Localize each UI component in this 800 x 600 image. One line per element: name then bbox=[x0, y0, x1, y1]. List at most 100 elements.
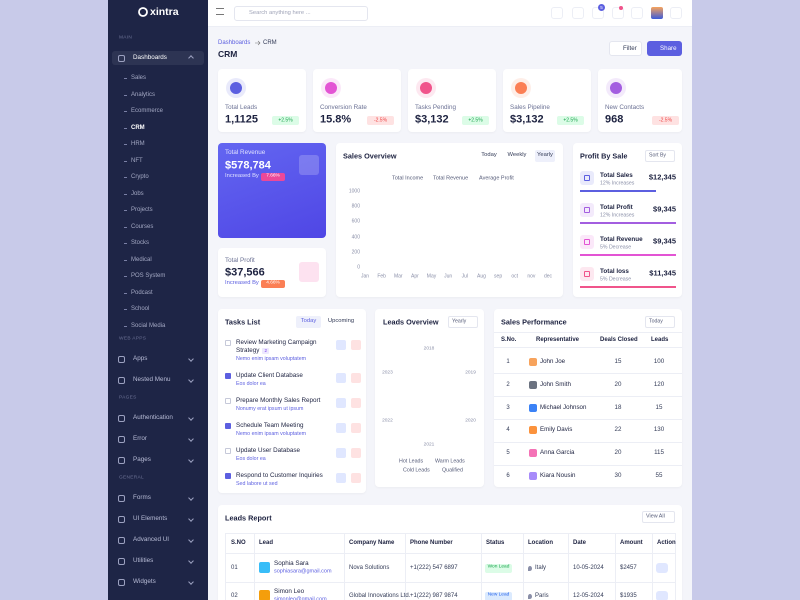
cell: Global Innovations Ltd. bbox=[349, 593, 411, 599]
sidebar-subitem[interactable]: POS System bbox=[131, 273, 166, 279]
badge bbox=[598, 4, 605, 11]
radar-axis-label: 2023 bbox=[382, 370, 393, 376]
checkbox[interactable] bbox=[225, 423, 231, 429]
checkbox[interactable] bbox=[225, 398, 231, 404]
checkbox[interactable] bbox=[225, 340, 231, 346]
sidebar-subitem[interactable]: Jobs bbox=[131, 190, 144, 197]
filter-button[interactable] bbox=[645, 316, 675, 328]
sidebar-item[interactable]: Pages bbox=[133, 455, 151, 463]
header-icon[interactable] bbox=[612, 7, 624, 19]
menu-toggle[interactable] bbox=[216, 8, 224, 15]
sidebar-subitem[interactable]: NFT bbox=[131, 157, 143, 164]
dash bbox=[124, 276, 127, 277]
sidebar-subitem[interactable]: Sales bbox=[131, 75, 147, 81]
revenue-card bbox=[218, 143, 326, 238]
item-bar bbox=[580, 286, 676, 288]
sidebar-item[interactable]: Forms bbox=[133, 493, 151, 501]
view-button[interactable] bbox=[656, 563, 668, 573]
breadcrumb[interactable]: Dashboards bbox=[218, 40, 251, 46]
search-box[interactable] bbox=[234, 6, 368, 21]
share-button[interactable] bbox=[647, 41, 682, 56]
sidebar-subitem[interactable]: Ecommerce bbox=[131, 108, 164, 114]
sidebar-subitem[interactable]: Social Media bbox=[131, 322, 166, 329]
sidebar-item[interactable]: UI Elements bbox=[133, 514, 168, 522]
sidebar-subitem[interactable]: Stocks bbox=[131, 240, 150, 246]
edit-button[interactable] bbox=[336, 373, 346, 383]
filter-button[interactable] bbox=[609, 41, 642, 56]
rep-avatar bbox=[529, 358, 537, 366]
edit-button[interactable] bbox=[336, 398, 346, 408]
sidebar-subitem[interactable]: Medical bbox=[131, 256, 152, 263]
task: Update User Database Eos dolor ea bbox=[236, 447, 332, 463]
sidebar-subitem[interactable]: School bbox=[131, 306, 150, 312]
delete-button[interactable] bbox=[351, 473, 361, 483]
checkbox[interactable] bbox=[225, 473, 231, 479]
sidebar-subitem[interactable]: Crypto bbox=[131, 174, 149, 180]
item-value: $11,345 bbox=[649, 268, 676, 278]
header-icon[interactable] bbox=[631, 7, 643, 19]
cell: Paris bbox=[535, 593, 549, 599]
edit-button[interactable] bbox=[336, 448, 346, 458]
task: Review Marketing Campaign Strategy 2 Nemo … bbox=[236, 339, 332, 363]
filter-button[interactable] bbox=[448, 316, 478, 328]
sidebar-subitem[interactable]: CRM bbox=[131, 124, 145, 131]
sidebar-item[interactable]: Nested Menu bbox=[133, 375, 171, 383]
header-icon[interactable] bbox=[551, 7, 563, 19]
sidebar-subitem[interactable]: Courses bbox=[131, 223, 154, 230]
edit-button[interactable] bbox=[336, 473, 346, 483]
sidebar-section: PAGES bbox=[119, 395, 137, 401]
sort-button[interactable] bbox=[645, 150, 675, 162]
header-icon[interactable] bbox=[572, 7, 584, 19]
tab[interactable]: Weekly bbox=[507, 152, 527, 159]
view-button[interactable] bbox=[656, 591, 668, 600]
item-sub: 12% Increases bbox=[600, 212, 635, 219]
sidebar-subitem[interactable]: HRM bbox=[131, 141, 145, 147]
sidebar-item[interactable]: Error bbox=[133, 434, 147, 442]
cell: 130 bbox=[653, 426, 665, 434]
cell: 02 bbox=[231, 593, 238, 599]
sidebar-item[interactable]: Advanced UI bbox=[133, 535, 170, 543]
cell: 2 bbox=[506, 381, 510, 388]
sidebar-subitem[interactable]: Analytics bbox=[131, 91, 156, 98]
column-header: Lead bbox=[259, 540, 274, 546]
filter-label: Today bbox=[649, 318, 663, 325]
view-all-button[interactable] bbox=[642, 511, 675, 523]
delete-button[interactable] bbox=[351, 398, 361, 408]
sidebar-icon bbox=[118, 54, 125, 62]
sidebar-item[interactable]: Widgets bbox=[133, 577, 156, 585]
checkbox[interactable] bbox=[225, 373, 231, 379]
sidebar-subitem[interactable]: Podcast bbox=[131, 289, 153, 296]
sidebar-subitem[interactable]: Projects bbox=[131, 207, 153, 213]
sidebar-section: MAIN bbox=[119, 35, 133, 41]
task-sub: Nemo enim ipsam voluptatem bbox=[236, 356, 307, 362]
sidebar-item[interactable]: Utilities bbox=[133, 556, 154, 564]
delete-button[interactable] bbox=[351, 423, 361, 433]
sidebar-item[interactable]: Authentication bbox=[133, 413, 173, 421]
y-tick-label: 800 bbox=[351, 203, 360, 210]
kpi-label: Tasks Pending bbox=[415, 103, 456, 111]
sidebar-item[interactable]: Apps bbox=[133, 354, 148, 362]
revenue-badge bbox=[261, 173, 285, 181]
delete-button[interactable] bbox=[351, 373, 361, 383]
delete-button[interactable] bbox=[351, 448, 361, 458]
edit-button[interactable] bbox=[336, 340, 346, 350]
kpi-change: -2.5% bbox=[658, 117, 673, 123]
dash bbox=[124, 259, 127, 261]
avatar[interactable] bbox=[651, 7, 663, 19]
dash bbox=[124, 210, 127, 211]
revenue-sub: Increased By bbox=[225, 173, 259, 180]
sidebar-item[interactable]: Dashboards bbox=[133, 53, 167, 61]
cell: John Smith bbox=[540, 380, 571, 388]
y-tick-label: 600 bbox=[351, 218, 360, 225]
checkbox[interactable] bbox=[225, 448, 231, 454]
cell: 12-05-2024 bbox=[573, 593, 604, 599]
tab[interactable]: Yearly bbox=[537, 152, 553, 159]
lead-email: sophiasara@gmail.com bbox=[274, 568, 332, 575]
tab[interactable]: Today bbox=[300, 318, 317, 325]
column-header: S.NO bbox=[231, 540, 246, 546]
tab[interactable]: Today bbox=[481, 152, 497, 159]
tab[interactable]: Upcoming bbox=[327, 318, 355, 325]
edit-button[interactable] bbox=[336, 423, 346, 433]
delete-button[interactable] bbox=[351, 340, 361, 350]
header-icon[interactable] bbox=[670, 7, 682, 19]
